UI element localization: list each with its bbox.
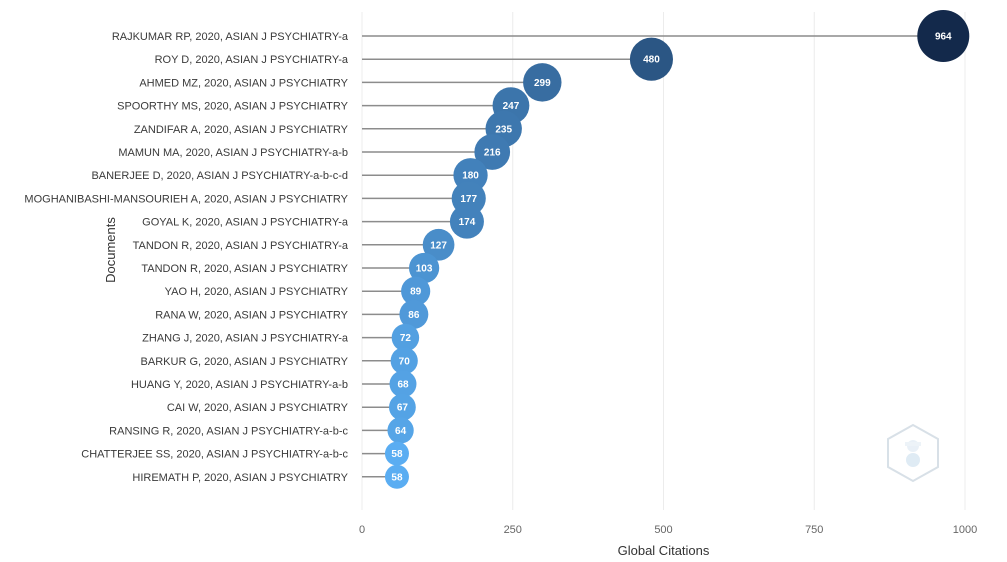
citation-bubble [389,393,416,421]
x-axis-title: Global Citations [618,543,710,558]
citation-value-label: 177 [460,194,477,205]
citation-bubble [422,228,455,261]
document-label: BARKUR G, 2020, ASIAN J PSYCHIATRY [141,356,349,368]
citation-value-label: 216 [484,148,501,159]
document-label: ZHANG J, 2020, ASIAN J PSYCHIATRY-a [142,333,349,345]
document-label: CAI W, 2020, ASIAN J PSYCHIATRY [167,402,349,414]
document-label: SPOORTHY MS, 2020, ASIAN J PSYCHIATRY [117,101,349,113]
document-label: HUANG Y, 2020, ASIAN J PSYCHIATRY-a-b [131,379,348,391]
citation-bubble [408,252,440,284]
citation-bubble [399,299,429,329]
document-label: BANERJEE D, 2020, ASIAN J PSYCHIATRY-a-b… [91,170,348,182]
x-tick-label: 1000 [953,524,977,536]
document-label: CHATTERJEE SS, 2020, ASIAN J PSYCHIATRY-… [81,449,348,461]
citation-bubble [389,370,417,398]
citation-value-label: 247 [503,101,520,112]
citation-bubble [391,323,420,352]
citation-value-label: 58 [391,449,403,460]
citation-value-label: 299 [534,78,551,89]
citation-value-label: 86 [408,310,420,321]
citation-value-label: 127 [430,240,447,251]
citation-bubble [449,204,484,239]
citation-value-label: 64 [395,426,407,437]
lollipop-bubbles: 964 480 299 247 235 216 180 177 174 127 103 89 86 72 7… [384,10,970,489]
citation-value-label: 70 [399,356,411,367]
citation-value-label: 72 [400,333,412,344]
citation-bubble [523,63,562,102]
x-tick-label: 500 [654,524,672,536]
citation-value-label: 67 [397,403,409,414]
citation-bubble [387,417,414,444]
document-label: ZANDIFAR A, 2020, ASIAN J PSYCHIATRY [134,124,349,136]
document-label: RANA W, 2020, ASIAN J PSYCHIATRY [155,309,348,321]
citation-value-label: 174 [459,217,476,228]
x-tick-label: 0 [359,524,365,536]
document-label: TANDON R, 2020, ASIAN J PSYCHIATRY [141,263,348,275]
document-label: ROY D, 2020, ASIAN J PSYCHIATRY-a [155,54,349,66]
citation-value-label: 180 [462,171,479,182]
citation-value-label: 58 [391,472,403,483]
citation-value-label: 89 [410,287,422,298]
document-label: HIREMATH P, 2020, ASIAN J PSYCHIATRY [132,472,348,484]
document-label: MAMUN MA, 2020, ASIAN J PSYCHIATRY-a-b [118,147,348,159]
document-label: RAJKUMAR RP, 2020, ASIAN J PSYCHIATRY-a [112,31,349,43]
document-label: YAO H, 2020, ASIAN J PSYCHIATRY [165,286,349,298]
x-tick-label: 250 [504,524,522,536]
citation-value-label: 235 [495,124,512,135]
citation-value-label: 103 [416,264,433,275]
bibliometrix-logo-icon [887,423,939,483]
citation-bubble [917,10,970,62]
citation-value-label: 480 [643,55,660,66]
document-label: TANDON R, 2020, ASIAN J PSYCHIATRY-a [133,240,349,252]
document-label: AHMED MZ, 2020, ASIAN J PSYCHIATRY [139,77,348,89]
citation-bubble [629,37,673,81]
citation-bubble [384,441,409,466]
y-axis-title: Documents [103,217,118,283]
x-tick-label: 750 [805,524,823,536]
citation-bubble [401,276,431,306]
document-label: MOGHANIBASHI-MANSOURIEH A, 2020, ASIAN J… [24,193,348,205]
citation-bubble [474,134,511,170]
document-label: GOYAL K, 2020, ASIAN J PSYCHIATRY-a [142,217,349,229]
citation-bubble [384,464,409,489]
document-labels: RAJKUMAR RP, 2020, ASIAN J PSYCHIATRY-a R… [24,31,348,484]
citation-value-label: 68 [397,380,409,391]
document-label: RANSING R, 2020, ASIAN J PSYCHIATRY-a-b-… [109,425,348,437]
x-axis-ticks: 0 250 500 750 1000 [359,524,977,536]
citation-bubble [390,347,418,375]
grid-lines [361,12,966,510]
citation-value-label: 964 [935,32,952,43]
